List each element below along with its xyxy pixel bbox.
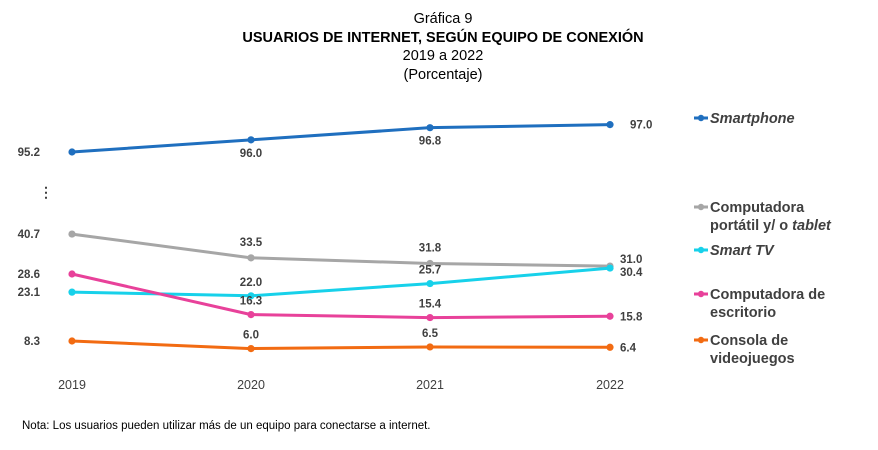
data-label: 40.7 [18,229,40,241]
data-point [247,311,255,319]
figure-label: Gráfica 9 [413,11,473,27]
data-point [606,121,614,129]
x-tick-label: 2021 [416,378,444,392]
series-line [71,339,611,351]
legend-item: Computadora portátil y/ o tablet [694,200,832,234]
legend-label: escritorio [710,305,776,321]
data-label: 15.8 [620,311,643,323]
data-label: 6.0 [243,330,259,342]
legend-item: Smart TV [694,243,775,259]
data-label: 31.8 [419,242,442,254]
series-layer: 95.2 96.0 96.8 97.0 40.7 33.5 31.8 31.0 23.1 22.0… [18,120,653,355]
data-label: 16.3 [240,296,262,308]
x-axis: 2019 2020 2021 2022 [58,378,624,392]
data-point [426,343,434,351]
data-point [68,148,76,156]
legend-item: Computadora de escritorio [694,287,825,321]
series-line [71,232,611,268]
data-label: 95.2 [18,147,40,159]
data-point [68,230,76,238]
data-point [426,313,434,322]
data-label: 8.3 [24,336,40,348]
legend-item: Smartphone [694,111,795,127]
chart-title: USUARIOS DE INTERNET, SEGÚN EQUIPO DE CO… [242,29,644,46]
legend-swatch-marker [697,114,705,122]
data-point [247,344,255,353]
x-tick-label: 2019 [58,378,86,392]
data-point [426,279,434,288]
data-label: 30.4 [620,267,643,279]
x-tick-label: 2020 [237,378,265,392]
data-point [247,254,255,262]
chart-unit: (Porcentaje) [403,66,483,83]
series-0: 95.2 96.0 96.8 97.0 [18,120,653,160]
legend: Smartphone Computadora portátil y/ o table… [694,111,832,367]
legend-swatch-marker [697,336,705,344]
x-tick-label: 2022 [596,378,624,392]
data-point [606,264,614,272]
series-line [71,123,611,154]
data-label: 6.5 [422,328,439,340]
chart-period: 2019 a 2022 [402,48,484,64]
series-line [71,272,611,320]
legend-label: Smartphone [710,111,795,127]
series-1: 40.7 33.5 31.8 31.0 [18,229,642,270]
data-point [68,270,76,278]
axis-break-marker: ⋮ [39,184,53,200]
legend-label: Smart TV [710,243,775,259]
chart-note: Nota: Los usuarios pueden utilizar más d… [22,420,431,432]
legend-label: Consola de [710,333,788,349]
series-3: 28.6 16.3 15.4 15.8 [18,269,643,323]
series-4: 8.3 6.0 6.5 6.4 [24,328,637,354]
legend-label: Computadora de [710,287,825,303]
data-label: 6.4 [620,342,637,354]
data-label: 25.7 [419,265,441,277]
legend-item: Consola de videojuegos [694,333,795,367]
data-label: 96.0 [240,148,262,160]
data-point [606,312,614,320]
legend-label: portátil y/ o tablet [710,218,832,234]
data-point [68,337,76,345]
data-point [426,259,434,268]
data-point [247,292,255,300]
legend-swatch-marker [697,290,705,298]
data-label: 28.6 [18,269,40,281]
data-label: 33.5 [240,237,263,249]
data-label: 23.1 [18,287,41,299]
data-label: 96.8 [419,136,442,148]
chart-title-block: Gráfica 9 USUARIOS DE INTERNET, SEGÚN EQ… [0,10,878,84]
legend-label: videojuegos [710,351,795,367]
data-label: 15.4 [419,299,442,311]
legend-label: Computadora [710,200,805,216]
legend-swatch-marker [697,246,705,254]
data-point [68,288,76,296]
data-point [247,136,255,144]
legend-swatch-marker [697,203,705,211]
data-label: 22.0 [240,277,262,289]
data-label: 31.0 [620,254,642,266]
data-point [606,343,614,351]
data-point [426,124,434,132]
data-label: 97.0 [630,120,652,132]
